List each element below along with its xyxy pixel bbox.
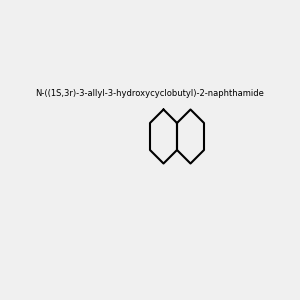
Text: N-((1S,3r)-3-allyl-3-hydroxycyclobutyl)-2-naphthamide: N-((1S,3r)-3-allyl-3-hydroxycyclobutyl)-… [36,89,264,98]
